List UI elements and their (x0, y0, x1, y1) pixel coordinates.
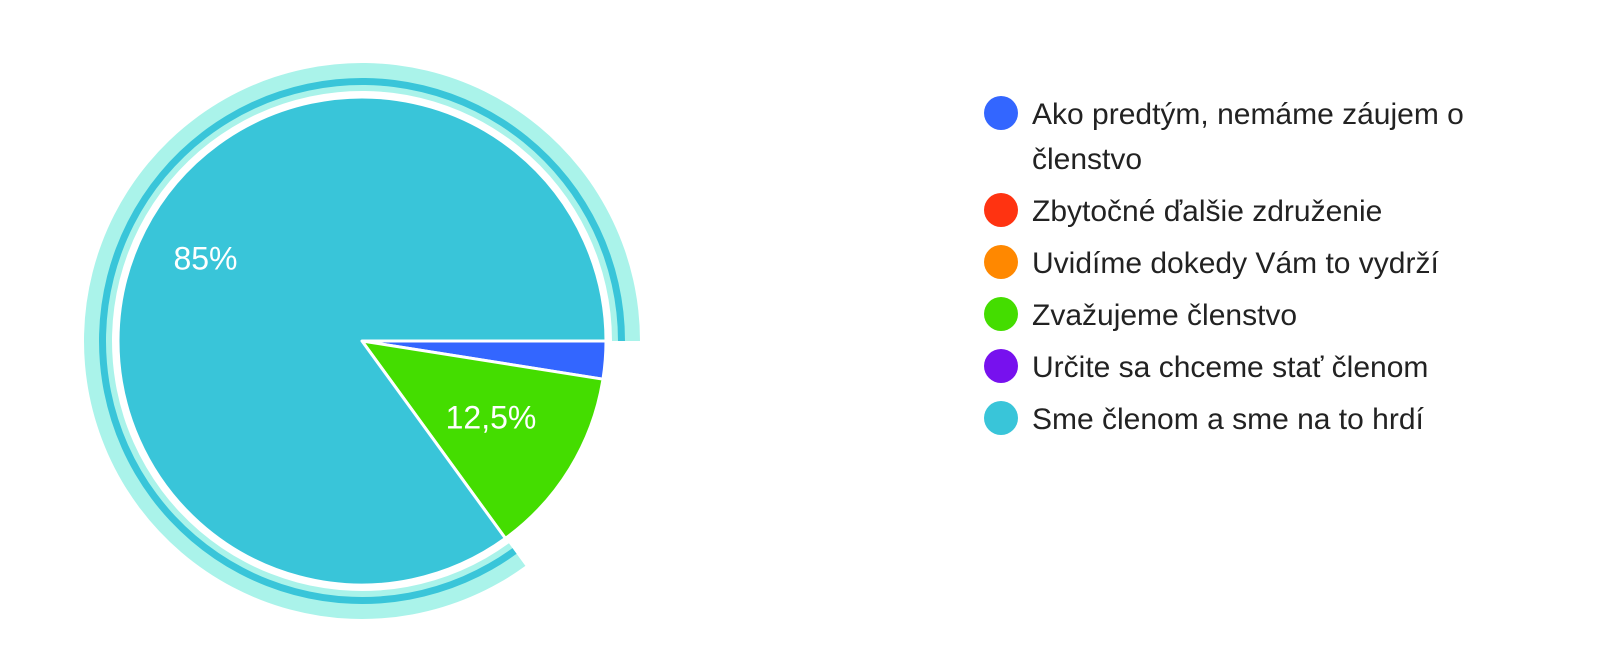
legend-label: Uvidíme dokedy Vám to vydrží (1032, 247, 1439, 280)
legend-marker (984, 193, 1018, 227)
legend-label: Zbytočné ďalšie združenie (1032, 195, 1383, 228)
legend-item[interactable]: Určite sa chceme stať členom (984, 345, 1564, 390)
legend-label: Určite sa chceme stať členom (1032, 351, 1429, 384)
chart-legend: Ako predtým, nemáme záujem o členstvo Zb… (984, 92, 1564, 449)
legend-label: Ako predtým, nemáme záujem o členstvo (1032, 98, 1464, 176)
legend-marker (984, 349, 1018, 383)
legend-marker (984, 297, 1018, 331)
legend-marker (984, 245, 1018, 279)
legend-marker (984, 401, 1018, 435)
pie-slice[interactable] (360, 339, 605, 540)
legend-item[interactable]: Zbytočné ďalšie združenie (984, 189, 1564, 234)
legend-item[interactable]: Zvažujeme členstvo (984, 293, 1564, 338)
legend-label: Zvažujeme členstvo (1032, 299, 1298, 332)
pie-chart: 12,5% 85% (84, 62, 640, 620)
legend-label: Sme členom a sme na to hrdí (1032, 403, 1424, 436)
legend-item[interactable]: Ako predtým, nemáme záujem o členstvo (984, 92, 1564, 182)
pie-slice[interactable] (116, 95, 608, 587)
slice-data-label: 85% (173, 241, 237, 277)
legend-item[interactable]: Uvidíme dokedy Vám to vydrží (984, 241, 1564, 286)
legend-marker (984, 96, 1018, 130)
legend-item[interactable]: Sme členom a sme na to hrdí (984, 397, 1564, 442)
slice-data-label: 12,5% (446, 399, 537, 435)
